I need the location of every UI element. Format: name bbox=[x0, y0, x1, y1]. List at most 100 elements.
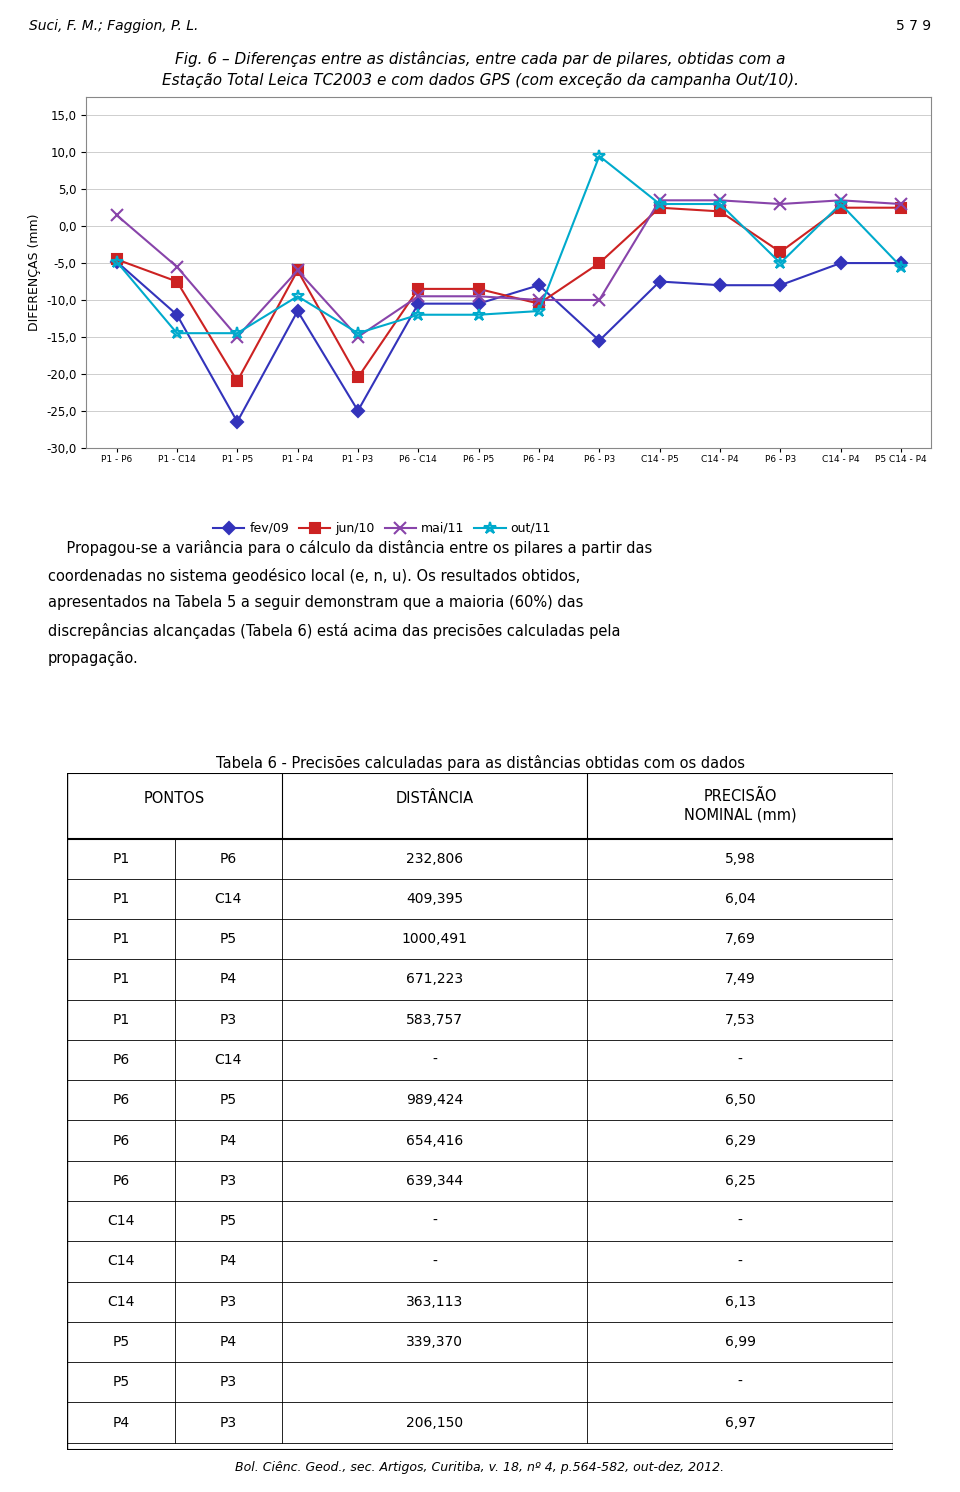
jun/10 bbox=[110, 251, 122, 269]
Text: 7,49: 7,49 bbox=[725, 973, 756, 986]
out/11 bbox=[896, 258, 907, 276]
fev/09 bbox=[171, 306, 182, 324]
fev/09 bbox=[413, 295, 424, 313]
mai/11 bbox=[352, 328, 364, 346]
Text: 654,416: 654,416 bbox=[406, 1134, 464, 1147]
Text: 6,13: 6,13 bbox=[725, 1295, 756, 1308]
Text: P5: P5 bbox=[112, 1335, 130, 1349]
out/11 bbox=[593, 148, 605, 166]
fev/09 bbox=[533, 276, 544, 294]
Text: 232,806: 232,806 bbox=[406, 852, 463, 865]
Text: Tabela 6 - Precisões calculadas para as distâncias obtidas com os dados: Tabela 6 - Precisões calculadas para as … bbox=[215, 755, 745, 771]
Text: -: - bbox=[737, 1376, 742, 1389]
Text: 6,97: 6,97 bbox=[725, 1416, 756, 1429]
Legend: fev/09, jun/10, mai/11, out/11: fev/09, jun/10, mai/11, out/11 bbox=[208, 516, 556, 540]
out/11 bbox=[352, 324, 364, 342]
out/11 bbox=[413, 306, 424, 324]
out/11 bbox=[110, 252, 122, 270]
fev/09 bbox=[110, 252, 122, 270]
out/11 bbox=[654, 195, 665, 213]
Text: apresentados na Tabela 5 a seguir demonstram que a maioria (60%) das: apresentados na Tabela 5 a seguir demons… bbox=[48, 595, 584, 610]
jun/10 bbox=[775, 243, 786, 261]
Text: PONTOS: PONTOS bbox=[144, 791, 205, 806]
jun/10 bbox=[171, 273, 182, 291]
fev/09 bbox=[593, 331, 605, 349]
Text: 6,25: 6,25 bbox=[725, 1174, 756, 1188]
mai/11 bbox=[110, 206, 122, 224]
Text: propagação.: propagação. bbox=[48, 651, 139, 665]
Text: -: - bbox=[737, 1214, 742, 1228]
jun/10 bbox=[593, 254, 605, 272]
Text: C14: C14 bbox=[108, 1295, 134, 1308]
Text: PRECISÃO
NOMINAL (mm): PRECISÃO NOMINAL (mm) bbox=[684, 789, 797, 822]
Text: P4: P4 bbox=[220, 1134, 237, 1147]
mai/11 bbox=[896, 195, 907, 213]
mai/11 bbox=[292, 261, 303, 279]
mai/11 bbox=[775, 195, 786, 213]
Text: 6,50: 6,50 bbox=[725, 1094, 756, 1107]
Text: 206,150: 206,150 bbox=[406, 1416, 463, 1429]
Text: 1000,491: 1000,491 bbox=[401, 932, 468, 946]
fev/09 bbox=[714, 276, 726, 294]
Text: Bol. Ciênc. Geod., sec. Artigos, Curitiba, v. 18, nº 4, p.564-582, out-dez, 2012: Bol. Ciênc. Geod., sec. Artigos, Curitib… bbox=[235, 1461, 725, 1474]
jun/10 bbox=[292, 261, 303, 279]
Text: C14: C14 bbox=[108, 1214, 134, 1228]
jun/10 bbox=[413, 280, 424, 298]
out/11 bbox=[171, 324, 182, 342]
Text: Propagou-se a variância para o cálculo da distância entre os pilares a partir da: Propagou-se a variância para o cálculo d… bbox=[48, 540, 652, 557]
out/11 bbox=[292, 288, 303, 306]
Text: P5: P5 bbox=[220, 1094, 237, 1107]
Text: 5 7 9: 5 7 9 bbox=[896, 18, 931, 33]
out/11 bbox=[835, 195, 847, 213]
Text: P6: P6 bbox=[112, 1174, 130, 1188]
mai/11 bbox=[593, 291, 605, 309]
Text: Suci, F. M.; Faggion, P. L.: Suci, F. M.; Faggion, P. L. bbox=[29, 18, 198, 33]
fev/09 bbox=[292, 301, 303, 319]
Text: -: - bbox=[432, 1053, 437, 1067]
Text: P4: P4 bbox=[112, 1416, 130, 1429]
Text: P3: P3 bbox=[220, 1295, 237, 1308]
fev/09 bbox=[775, 276, 786, 294]
Text: coordenadas no sistema geodésico local (e, n, u). Os resultados obtidos,: coordenadas no sistema geodésico local (… bbox=[48, 567, 580, 583]
Text: P4: P4 bbox=[220, 1255, 237, 1268]
Y-axis label: DIFERENÇAS (mm): DIFERENÇAS (mm) bbox=[28, 213, 40, 331]
fev/09 bbox=[352, 401, 364, 419]
Text: -: - bbox=[737, 1255, 742, 1268]
jun/10 bbox=[835, 198, 847, 216]
mai/11 bbox=[835, 191, 847, 209]
Text: 363,113: 363,113 bbox=[406, 1295, 464, 1308]
Line: out/11: out/11 bbox=[110, 149, 907, 340]
mai/11 bbox=[171, 258, 182, 276]
Text: P1: P1 bbox=[112, 1013, 130, 1026]
Text: 6,04: 6,04 bbox=[725, 892, 756, 906]
jun/10 bbox=[231, 372, 243, 389]
Text: -: - bbox=[432, 1255, 437, 1268]
Text: P6: P6 bbox=[112, 1053, 130, 1067]
Text: discrepâncias alcançadas (Tabela 6) está acima das precisões calculadas pela: discrepâncias alcançadas (Tabela 6) está… bbox=[48, 624, 620, 639]
Text: P6: P6 bbox=[112, 1094, 130, 1107]
out/11 bbox=[714, 195, 726, 213]
Text: C14: C14 bbox=[108, 1255, 134, 1268]
out/11 bbox=[533, 301, 544, 319]
jun/10 bbox=[654, 198, 665, 216]
Line: mai/11: mai/11 bbox=[111, 195, 906, 343]
fev/09 bbox=[896, 254, 907, 272]
mai/11 bbox=[533, 291, 544, 309]
fev/09 bbox=[835, 254, 847, 272]
Line: fev/09: fev/09 bbox=[112, 258, 905, 425]
Text: 7,53: 7,53 bbox=[725, 1013, 756, 1026]
Text: P1: P1 bbox=[112, 973, 130, 986]
Text: C14: C14 bbox=[214, 1053, 242, 1067]
fev/09 bbox=[654, 273, 665, 291]
Text: P5: P5 bbox=[220, 1214, 237, 1228]
fev/09 bbox=[473, 295, 485, 313]
Text: 6,99: 6,99 bbox=[725, 1335, 756, 1349]
Text: 583,757: 583,757 bbox=[406, 1013, 463, 1026]
out/11 bbox=[473, 306, 485, 324]
jun/10 bbox=[714, 203, 726, 221]
Text: C14: C14 bbox=[214, 892, 242, 906]
Text: P5: P5 bbox=[220, 932, 237, 946]
Text: P1: P1 bbox=[112, 852, 130, 865]
jun/10 bbox=[896, 198, 907, 216]
Text: P6: P6 bbox=[112, 1134, 130, 1147]
